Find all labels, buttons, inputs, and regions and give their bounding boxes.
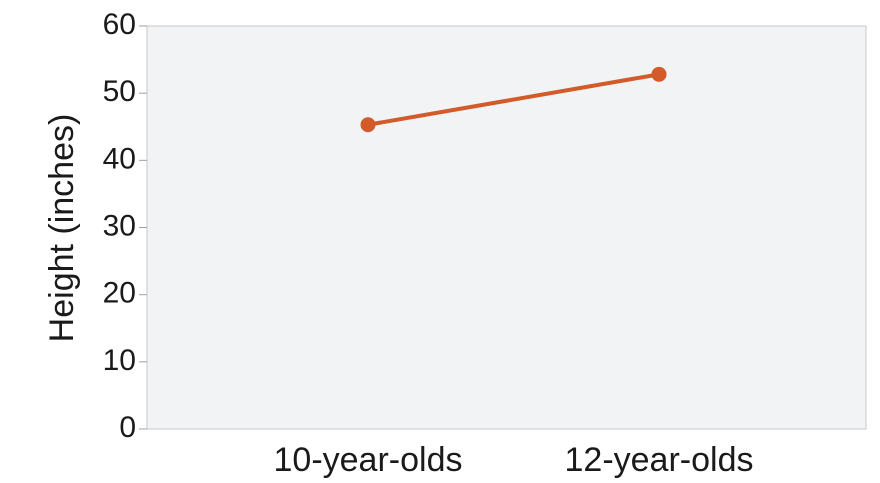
series-layer <box>360 66 667 133</box>
x-tick-label: 12-year-olds <box>565 441 754 478</box>
y-tick-label: 0 <box>119 411 136 444</box>
plot-area <box>146 25 867 430</box>
data-point <box>651 66 667 82</box>
x-axis: 10-year-olds 12-year-olds <box>274 441 754 479</box>
y-tick-label: 20 <box>103 277 136 310</box>
y-axis-title: Height (inches) <box>43 114 81 343</box>
data-point <box>360 117 376 133</box>
y-tick-label: 40 <box>103 142 136 175</box>
x-tick-label: 10-year-olds <box>274 441 463 478</box>
y-tick-label: 30 <box>103 209 136 242</box>
y-tick-label: 60 <box>103 8 136 41</box>
series-line <box>366 72 661 127</box>
y-axis: 0 10 20 30 40 50 60 <box>103 8 147 444</box>
y-tick-label: 50 <box>103 75 136 108</box>
y-tick-label: 10 <box>103 344 136 377</box>
